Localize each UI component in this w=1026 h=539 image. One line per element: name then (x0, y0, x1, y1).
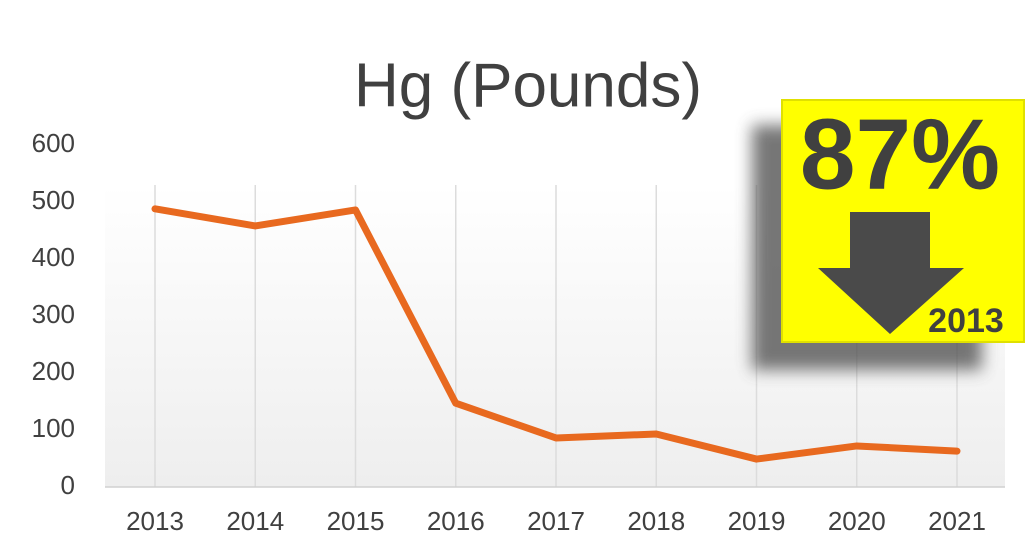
callout-year: 2013 (928, 302, 1004, 340)
data-line (151, 205, 961, 463)
x-tick-label: 2014 (226, 506, 284, 536)
x-tick-label: 2016 (427, 506, 485, 536)
y-tick-label: 300 (32, 299, 75, 329)
callout-percent: 87% (800, 98, 1000, 210)
down-arrow (818, 212, 964, 334)
chart-title: Hg (Pounds) (354, 51, 702, 120)
x-tick-label: 2015 (327, 506, 385, 536)
y-tick-label: 600 (32, 128, 75, 158)
x-tick-label: 2019 (728, 506, 786, 536)
y-tick-label: 100 (32, 413, 75, 443)
y-tick-label: 0 (61, 470, 75, 500)
x-tick-label: 2013 (126, 506, 184, 536)
y-tick-label: 500 (32, 185, 75, 215)
x-tick-label: 2017 (527, 506, 585, 536)
x-tick-label: 2018 (627, 506, 685, 536)
y-tick-label: 200 (32, 356, 75, 386)
x-tick-label: 2020 (828, 506, 886, 536)
x-tick-label: 2021 (928, 506, 986, 536)
y-tick-label: 400 (32, 242, 75, 272)
